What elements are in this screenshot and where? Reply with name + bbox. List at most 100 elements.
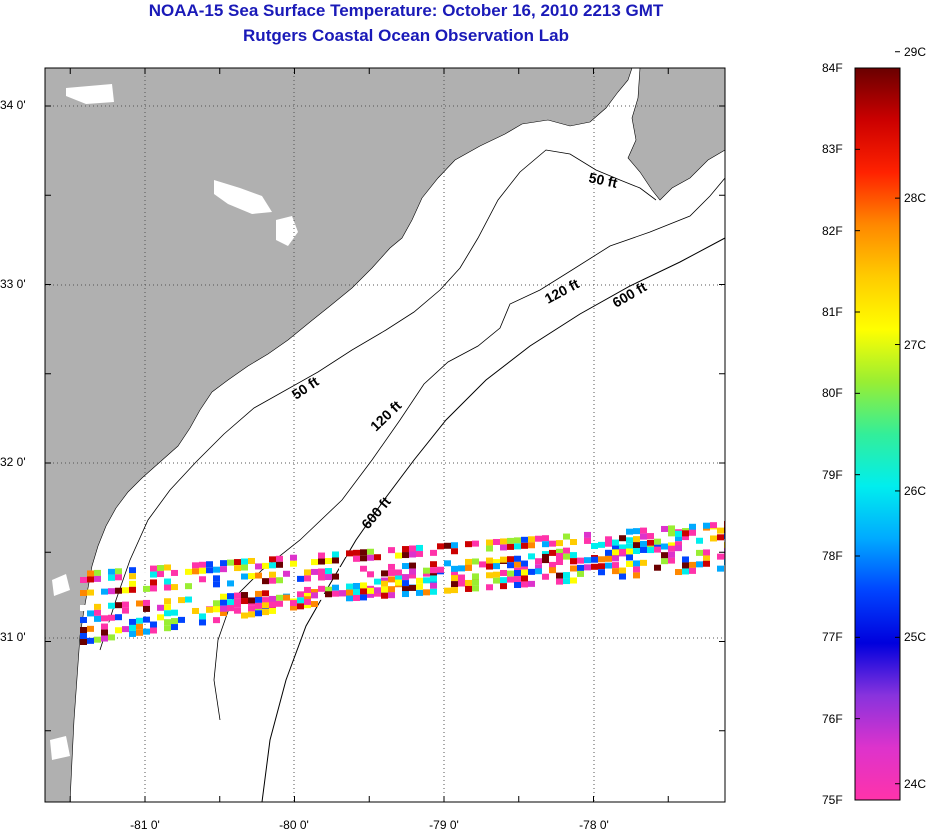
sst-pixel bbox=[668, 557, 675, 564]
sst-pixel bbox=[360, 588, 367, 595]
sst-pixel bbox=[381, 577, 388, 584]
sst-pixel bbox=[311, 574, 318, 581]
sst-pixel bbox=[185, 583, 192, 590]
sst-pixel bbox=[563, 572, 570, 579]
sst-pixel bbox=[717, 553, 724, 560]
sst-pixel bbox=[542, 557, 549, 564]
sst-pixel bbox=[577, 532, 584, 539]
river bbox=[50, 736, 70, 760]
sst-pixel bbox=[199, 561, 206, 568]
sst-pixel bbox=[661, 552, 668, 559]
sst-pixel bbox=[703, 560, 710, 567]
sst-pixel bbox=[115, 568, 122, 575]
sst-pixel bbox=[633, 572, 640, 579]
sst-pixel bbox=[472, 540, 479, 547]
sst-pixel bbox=[549, 540, 556, 547]
colorbar-f-label: 78F bbox=[822, 549, 843, 563]
sst-pixel bbox=[199, 613, 206, 620]
sst-pixel bbox=[451, 581, 458, 588]
lat-label: 33 0' bbox=[0, 277, 26, 291]
sst-pixel bbox=[598, 541, 605, 548]
sst-pixel bbox=[717, 565, 724, 572]
sst-pixel bbox=[633, 528, 640, 535]
colorbar-f-label: 76F bbox=[822, 711, 843, 726]
sst-pixel bbox=[199, 567, 206, 574]
sst-pixel bbox=[255, 596, 262, 603]
sst-pixel bbox=[444, 560, 451, 567]
sst-pixel bbox=[269, 595, 276, 602]
sst-pixel bbox=[409, 578, 416, 585]
sst-pixel bbox=[395, 552, 402, 559]
sst-pixel bbox=[178, 616, 185, 623]
sst-pixel bbox=[87, 576, 94, 583]
sst-pixel bbox=[549, 549, 556, 556]
sst-pixel bbox=[136, 629, 143, 636]
sst-pixel bbox=[318, 593, 325, 600]
sst-pixel bbox=[262, 590, 269, 597]
sst-pixel bbox=[465, 541, 472, 548]
sst-pixel bbox=[668, 530, 675, 537]
sst-pixel bbox=[549, 561, 556, 568]
sst-pixel bbox=[388, 586, 395, 593]
sst-pixel bbox=[619, 548, 626, 555]
sst-pixel bbox=[675, 551, 682, 558]
sst-pixel bbox=[164, 578, 171, 585]
sst-pixel bbox=[108, 588, 115, 595]
sst-pixel bbox=[164, 610, 171, 617]
sst-pixel bbox=[388, 547, 395, 554]
sst-pixel bbox=[500, 577, 507, 584]
sst-pixel bbox=[682, 530, 689, 537]
sst-pixel bbox=[521, 542, 528, 549]
sst-pixel bbox=[241, 592, 248, 599]
sst-pixel bbox=[325, 586, 332, 593]
sst-pixel bbox=[528, 568, 535, 575]
sst-pixel bbox=[115, 602, 122, 609]
sst-pixel bbox=[507, 556, 514, 563]
sst-pixel bbox=[514, 555, 521, 562]
sst-pixel bbox=[213, 566, 220, 573]
sst-pixel bbox=[598, 569, 605, 576]
sst-pixel bbox=[178, 597, 185, 604]
sst-pixel bbox=[241, 598, 248, 605]
sst-pixel bbox=[129, 573, 136, 580]
sst-pixel bbox=[276, 594, 283, 601]
sst-pixel bbox=[269, 562, 276, 569]
sst-pixel bbox=[626, 543, 633, 550]
sst-pixel bbox=[234, 598, 241, 605]
sst-pixel bbox=[451, 548, 458, 555]
sst-pixel bbox=[696, 537, 703, 544]
sst-pixel bbox=[654, 538, 661, 545]
sst-pixel bbox=[157, 604, 164, 611]
sst-pixel bbox=[472, 579, 479, 586]
sst-pixel bbox=[528, 542, 535, 549]
sst-pixel bbox=[598, 556, 605, 563]
sst-pixel bbox=[241, 573, 248, 580]
sst-pixel bbox=[633, 542, 640, 549]
sst-pixel bbox=[122, 607, 129, 614]
sst-pixel bbox=[549, 567, 556, 574]
sst-pixel bbox=[430, 561, 437, 568]
sst-pixel bbox=[647, 547, 654, 554]
sst-pixel bbox=[290, 554, 297, 561]
lake bbox=[214, 180, 272, 214]
sst-pixel bbox=[94, 575, 101, 582]
sst-pixel bbox=[80, 639, 87, 645]
sst-pixel bbox=[633, 536, 640, 543]
sst-pixel bbox=[276, 577, 283, 584]
sst-pixel bbox=[577, 557, 584, 564]
sst-pixel bbox=[360, 582, 367, 589]
sst-pixel bbox=[367, 587, 374, 594]
sst-pixel bbox=[346, 589, 353, 596]
sst-pixel bbox=[171, 624, 178, 631]
sst-pixel bbox=[171, 618, 178, 625]
sst-pixel bbox=[703, 522, 710, 529]
sst-pixel bbox=[150, 627, 157, 634]
sst-pixel bbox=[360, 571, 367, 578]
sst-pixel bbox=[318, 574, 325, 581]
sst-pixel bbox=[556, 578, 563, 585]
sst-pixel bbox=[402, 574, 409, 581]
sst-pixel bbox=[150, 571, 157, 578]
sst-pixel bbox=[220, 560, 227, 567]
sst-pixel bbox=[164, 619, 171, 626]
sst-pixel bbox=[227, 605, 234, 612]
